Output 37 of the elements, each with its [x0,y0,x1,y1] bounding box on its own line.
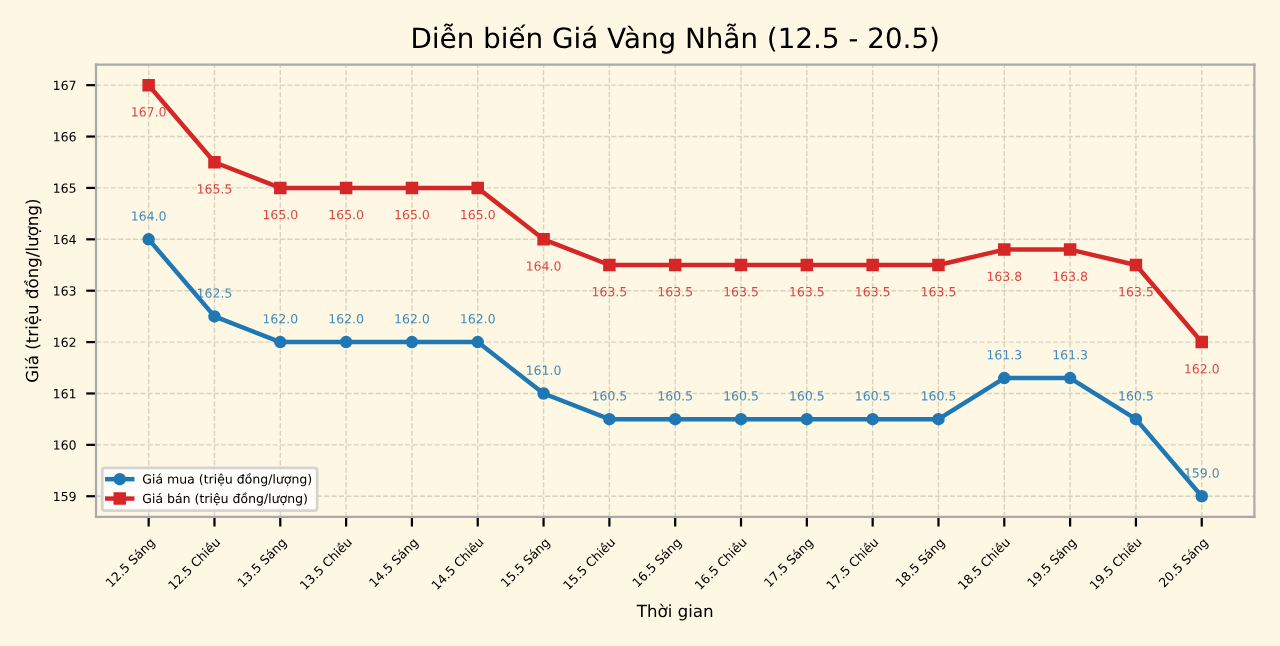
point [142,233,155,246]
point [208,155,221,169]
point [998,243,1011,256]
point [668,412,682,426]
point [1063,371,1077,385]
point [1129,412,1143,426]
point [1195,489,1208,503]
point [800,258,814,272]
point [537,387,550,400]
chart-title: Diễn biến Giá Vàng Nhẫn (12.5 - 20.5) [413,23,938,54]
point [932,258,945,272]
point [932,412,945,426]
point [866,258,879,272]
point [866,412,879,426]
point [405,181,419,195]
point [339,335,353,349]
y-axis-title: Giá (triệu đồng/lượng) [24,200,42,382]
point [537,233,550,246]
point [603,258,616,272]
point [471,181,484,195]
point [998,371,1011,385]
point [471,335,484,349]
point [1063,243,1077,256]
point [274,335,287,349]
x-axis-title: Thời gian [636,603,713,621]
point [142,78,155,92]
point [1195,335,1208,349]
point [734,258,748,272]
point [734,412,748,426]
point [274,181,287,195]
point [800,412,814,426]
point [208,310,221,323]
point [1129,258,1143,272]
point [339,181,353,195]
point [405,335,419,349]
point [603,412,616,426]
point [668,258,682,272]
